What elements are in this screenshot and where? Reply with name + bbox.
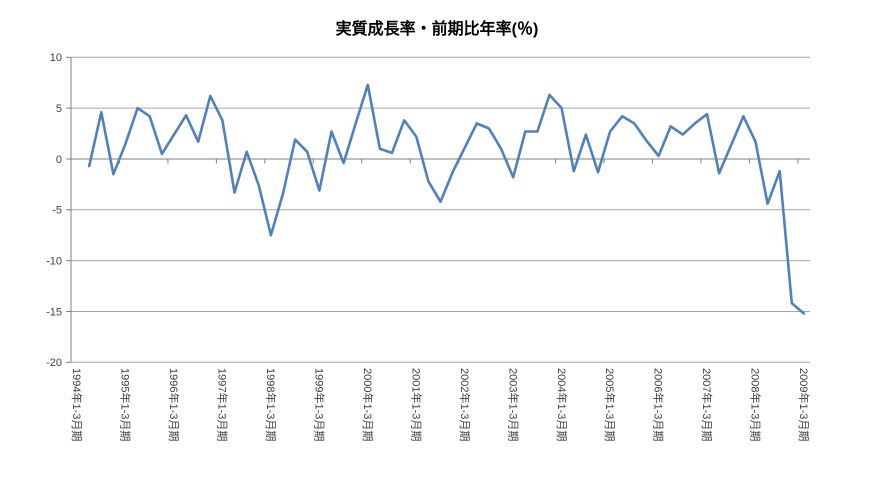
x-axis-label: 1996年1-3月期	[167, 368, 181, 441]
x-axis-label: 2008年1-3月期	[749, 368, 763, 441]
y-axis-label: 0	[56, 154, 62, 166]
x-axis-label: 1998年1-3月期	[264, 368, 278, 441]
x-axis-label: 2009年1-3月期	[797, 368, 811, 441]
x-axis-label: 1994年1-3月期	[70, 368, 84, 441]
x-axis-label: 1995年1-3月期	[119, 368, 133, 441]
chart-title: 実質成長率・前期比年率(％)	[336, 19, 539, 38]
growth-rate-series-line	[87, 83, 806, 315]
y-axis-label: -5	[52, 205, 62, 217]
y-axis-label: -20	[46, 357, 62, 369]
x-axis-label: 2007年1-3月期	[700, 368, 714, 441]
y-axis-labels-group: 10 5 0 -5 -10 -15 -20	[46, 52, 62, 369]
x-axis-label: 2000年1-3月期	[361, 368, 375, 441]
x-axis-label: 2003年1-3月期	[506, 368, 520, 441]
y-axis-label: 5	[56, 103, 62, 115]
x-axis-label: 2002年1-3月期	[458, 368, 472, 441]
y-axis-label: 10	[50, 52, 62, 64]
series-group	[87, 83, 806, 315]
x-axis-label: 2006年1-3月期	[652, 368, 666, 441]
y-axis-label: -15	[46, 306, 62, 318]
x-axis-label: 2005年1-3月期	[603, 368, 617, 441]
x-axis-label: 2004年1-3月期	[555, 368, 569, 441]
y-axis-label: -10	[46, 255, 62, 267]
x-axis-labels-group: 1994年1-3月期 1995年1-3月期 1996年1-3月期 1997年1-3月期…	[70, 368, 811, 441]
x-axis-label: 1999年1-3月期	[313, 368, 327, 441]
x-axis-label: 1997年1-3月期	[216, 368, 230, 441]
x-axis-label: 2001年1-3月期	[409, 368, 423, 441]
gridlines-group	[71, 56, 810, 363]
